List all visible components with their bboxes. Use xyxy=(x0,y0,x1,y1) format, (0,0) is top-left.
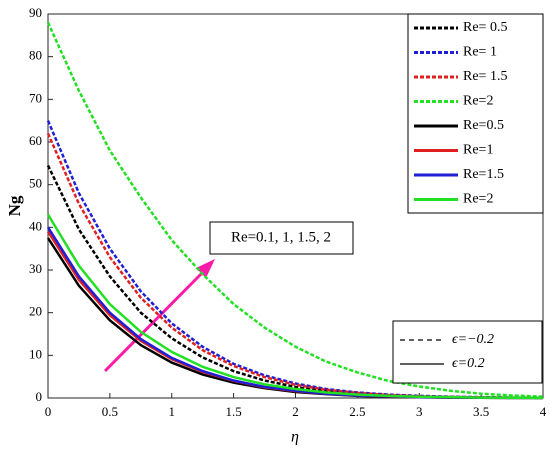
legend-label: Re= 1 xyxy=(463,45,497,60)
series-line xyxy=(46,213,544,400)
series-line xyxy=(46,120,544,400)
style-legend-label: ϵ=0.2 xyxy=(452,356,485,371)
x-tick-label: 0.5 xyxy=(102,404,118,419)
legend-label: Re=0.5 xyxy=(463,118,504,133)
style-legend: ϵ=−0.2 ϵ=0.2 xyxy=(392,320,543,384)
y-tick-label: 0 xyxy=(36,389,43,404)
x-tick-label: 3 xyxy=(416,404,423,419)
y-tick-label: 80 xyxy=(29,48,42,63)
legend-label: Re=1.5 xyxy=(463,167,504,182)
x-tick-label: 1 xyxy=(169,404,176,419)
y-tick-label: 40 xyxy=(29,218,42,233)
y-axis-label: Ng xyxy=(5,195,24,216)
y-tick-label: 50 xyxy=(29,176,42,191)
x-tick-label: 3.5 xyxy=(473,404,489,419)
y-tick-label: 90 xyxy=(29,5,42,20)
legend-label: Re= 0.5 xyxy=(463,20,507,35)
y-tick-label: 10 xyxy=(29,346,42,361)
style-legend-label: ϵ=−0.2 xyxy=(452,332,494,347)
series-line xyxy=(46,22,544,398)
y-tick-label: 20 xyxy=(29,304,42,319)
y-tick-label: 30 xyxy=(29,261,42,276)
y-tick-label: 60 xyxy=(29,133,42,148)
style-legend-box xyxy=(392,320,543,384)
arrow-head xyxy=(196,259,215,278)
legend-label: Re=1 xyxy=(463,143,493,158)
legend-box xyxy=(407,13,544,214)
x-axis-label: η xyxy=(291,429,299,446)
legend-label: Re=2 xyxy=(463,192,493,207)
x-tick-label: 2.5 xyxy=(349,404,365,419)
x-tick-label: 0 xyxy=(45,404,52,419)
x-tick-label: 4 xyxy=(540,404,547,419)
x-tick-label: 1.5 xyxy=(226,404,242,419)
legend-label: Re=2 xyxy=(463,94,493,109)
series-line xyxy=(46,164,544,400)
x-tick-label: 2 xyxy=(292,404,299,419)
y-tick-label: 70 xyxy=(29,90,42,105)
arrow xyxy=(103,267,208,373)
legend: Re= 0.5 Re= 1 Re= 1.5 Re=2 Re=0.5 Re=1 Re=1.5 R… xyxy=(407,13,544,214)
legend-label: Re= 1.5 xyxy=(463,69,507,84)
annotation: Re=0.1, 1, 1.5, 2 xyxy=(231,229,331,245)
annotation-box xyxy=(209,221,354,255)
